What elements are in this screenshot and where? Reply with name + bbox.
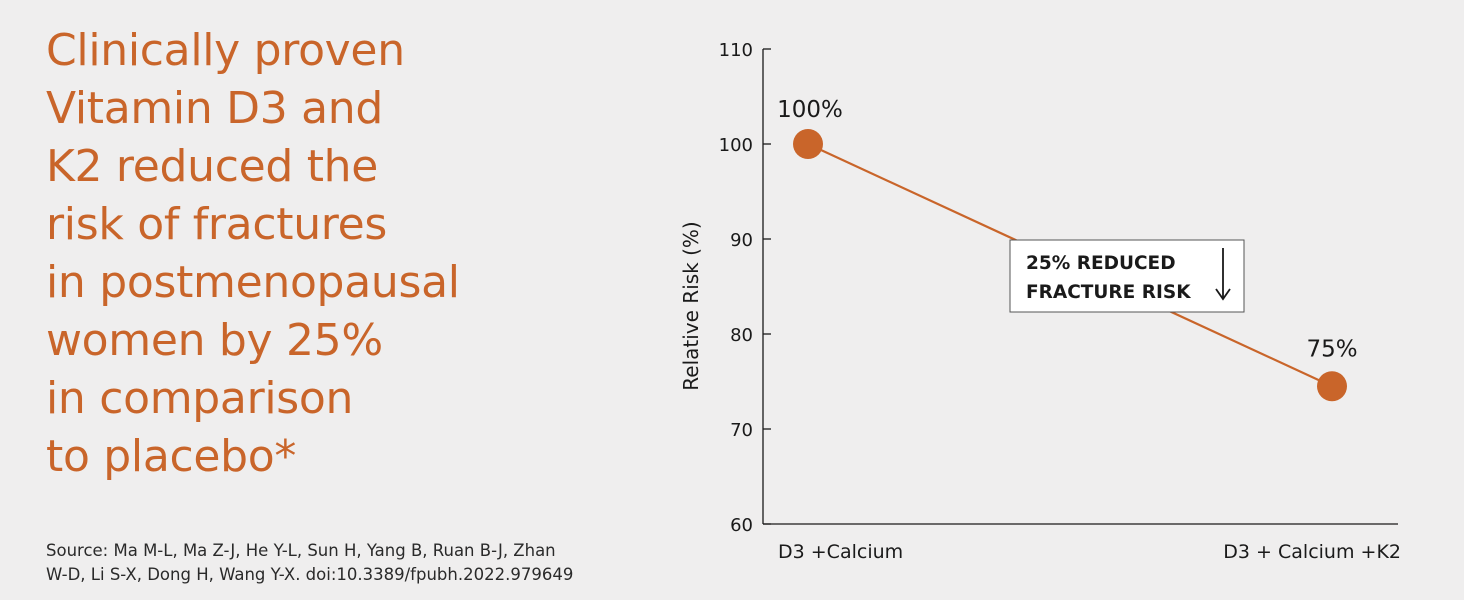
x-axis: D3 +Calcium D3 + Calcium +K2: [763, 523, 1401, 563]
reduction-annotation: 25% REDUCED FRACTURE RISK: [1009, 239, 1245, 313]
headline: Clinically proven Vitamin D3 and K2 reduce…: [46, 22, 606, 486]
annotation-box: [1009, 239, 1245, 313]
x-category-label: D3 + Calcium +K2: [1223, 541, 1401, 563]
y-tick-label: 80: [730, 325, 753, 346]
data-point-label: 100%: [777, 97, 843, 123]
data-point: [793, 129, 823, 159]
source-line-2: W-D, Li S-X, Dong H, Wang Y-X. doi:10.33…: [46, 565, 574, 584]
y-tick-label: 60: [730, 515, 753, 536]
y-axis: 60 70 80 90 100 110 Relative Risk (%): [679, 40, 771, 536]
down-arrow-icon: [1215, 248, 1231, 301]
y-axis-title: Relative Risk (%): [679, 221, 703, 390]
y-tick-label: 100: [719, 135, 753, 156]
source-line-1: Source: Ma M-L, Ma Z-J, He Y-L, Sun H, Y…: [46, 541, 556, 560]
y-tick-label: 90: [730, 230, 753, 251]
headline-line-5: in postmenopausal: [46, 257, 460, 308]
headline-line-2: Vitamin D3 and: [46, 83, 383, 134]
headline-line-7: in comparison: [46, 373, 354, 424]
y-tick-label: 70: [730, 420, 753, 441]
headline-line-4: risk of fractures: [46, 199, 387, 250]
headline-line-6: women by 25%: [46, 315, 383, 366]
headline-line-3: K2 reduced the: [46, 141, 379, 192]
source-citation: Source: Ma M-L, Ma Z-J, He Y-L, Sun H, Y…: [46, 539, 686, 587]
y-tick-label: 110: [719, 40, 753, 61]
annotation-line-2: FRACTURE RISK: [1026, 282, 1191, 303]
data-point-label: 75%: [1306, 336, 1357, 362]
headline-line-8: to placebo*: [46, 431, 297, 482]
data-point: [1317, 371, 1347, 402]
headline-line-1: Clinically proven: [46, 25, 405, 76]
annotation-line-1: 25% REDUCED: [1026, 253, 1176, 274]
x-category-label: D3 +Calcium: [778, 541, 903, 563]
